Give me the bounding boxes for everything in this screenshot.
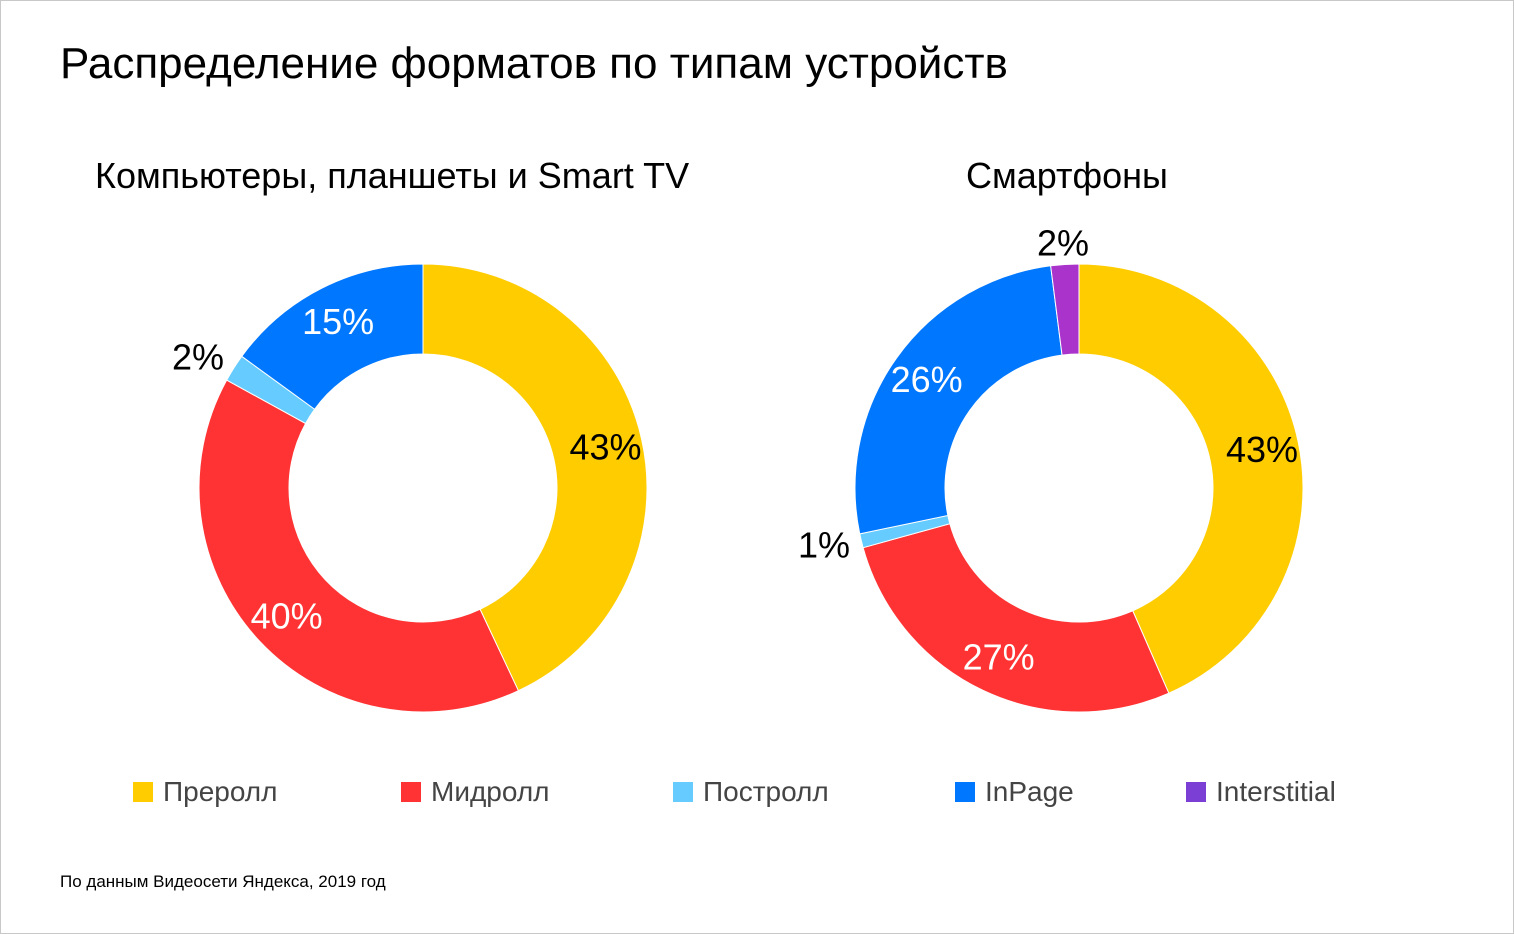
- legend-swatch-interstitial: [1186, 782, 1206, 802]
- legend-swatch-preroll: [133, 782, 153, 802]
- chart-title-smartphones: Смартфоны: [966, 155, 1168, 196]
- legend-label-preroll: Преролл: [163, 776, 278, 807]
- donut-1-label-postroll: 1%: [798, 525, 850, 566]
- donut-1-label-interstitial: 2%: [1037, 223, 1089, 264]
- legend-swatch-midroll: [401, 782, 421, 802]
- legend-item-postroll: Постролл: [673, 772, 829, 812]
- donut-1-label-midroll: 27%: [963, 636, 1035, 677]
- donut-0-slice-inpage: [241, 263, 424, 410]
- donut-1-slice-inpage: [854, 265, 1063, 535]
- source-note: По данным Видеосети Яндекса, 2019 год: [60, 872, 386, 891]
- donut-0-label-midroll: 40%: [251, 596, 323, 637]
- legend-item-interstitial: Interstitial: [1186, 772, 1336, 812]
- donut-0-label-postroll: 2%: [172, 337, 224, 378]
- donut-0-slice-midroll: [198, 379, 520, 713]
- legend: Преролл Мидролл Постролл InPage Intersti…: [0, 772, 1514, 812]
- donut-1-slice-midroll: [862, 523, 1170, 713]
- legend-label-interstitial: Interstitial: [1216, 776, 1336, 807]
- legend-item-inpage: InPage: [955, 772, 1074, 812]
- legend-swatch-postroll: [673, 782, 693, 802]
- legend-item-preroll: Преролл: [133, 772, 277, 812]
- chart-title-desktop: Компьютеры, планшеты и Smart TV: [95, 155, 690, 196]
- donut-0-label-inpage: 15%: [302, 301, 374, 342]
- legend-label-inpage: InPage: [985, 776, 1074, 807]
- donut-0-slice-preroll: [422, 263, 648, 692]
- legend-label-postroll: Постролл: [703, 776, 829, 807]
- donut-1-slice-preroll: [1078, 263, 1304, 694]
- legend-label-midroll: Мидролл: [431, 776, 550, 807]
- donut-0-label-preroll: 43%: [569, 427, 641, 468]
- donut-1-label-inpage: 26%: [891, 359, 963, 400]
- donut-1-label-preroll: 43%: [1226, 429, 1298, 470]
- donut-1-slice-interstitial: [1050, 263, 1080, 356]
- page-title: Распределение форматов по типам устройст…: [60, 39, 1008, 88]
- legend-item-midroll: Мидролл: [401, 772, 550, 812]
- legend-swatch-inpage: [955, 782, 975, 802]
